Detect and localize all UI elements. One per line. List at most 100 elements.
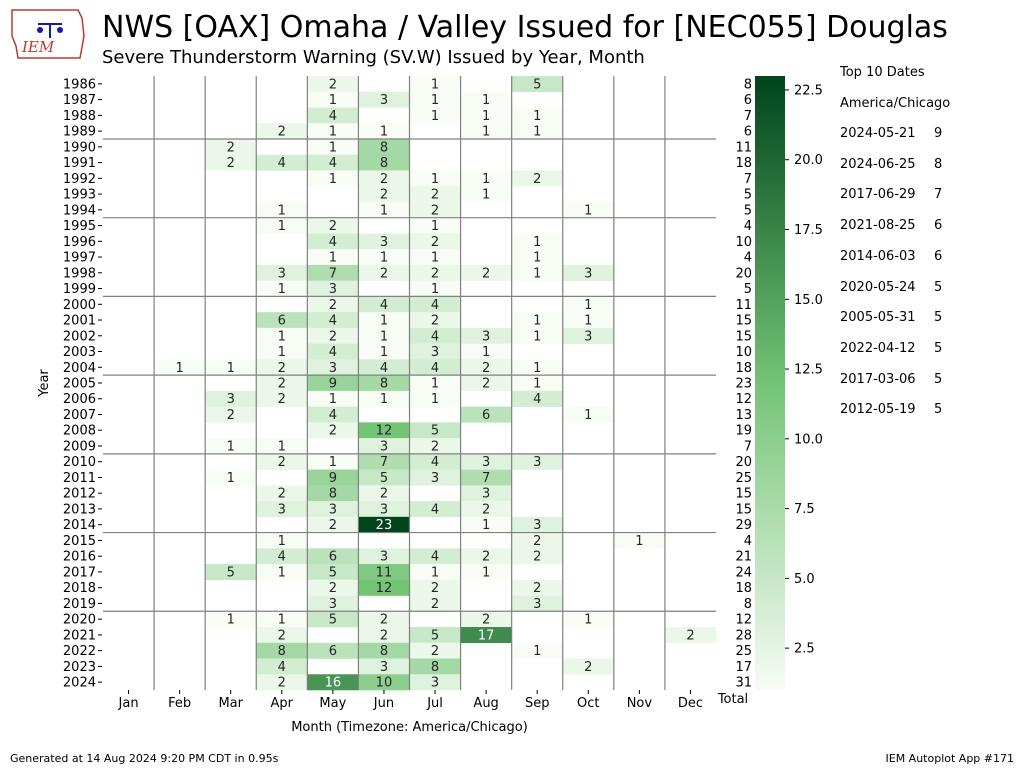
heatmap-cell [358,264,410,281]
cell-label: 4 [329,235,337,250]
heatmap-cell [511,516,564,533]
cell-label: 1 [380,314,388,329]
heatmap-cell [307,516,359,533]
heatmap-cell [562,312,615,329]
row-total-label: 23 [735,377,752,392]
cell-label: 1 [533,377,541,392]
row-total-label: 6 [744,125,752,140]
heatmap-cell [307,642,359,659]
heatmap-cell [409,469,461,486]
cell-label: 4 [380,361,388,376]
cell-label: 1 [380,203,388,218]
cell-label: 2 [380,613,388,628]
cell-label: 1 [278,329,286,344]
heatmap-cell [256,217,308,234]
heatmap-cell [307,280,359,297]
cell-label: 5 [533,77,541,92]
cell-label: 1 [482,188,490,203]
heatmap-cell [256,280,308,297]
heatmap-cell [511,532,564,549]
month-tick-label: Aug [473,696,498,711]
row-total-label: 20 [735,266,752,281]
cell-label: 3 [329,502,337,517]
heatmap-cell [358,186,410,203]
heatmap-cell [358,312,410,329]
heatmap-cell [460,611,512,628]
month-tick-label: Jul [426,696,443,711]
cell-label: 4 [329,109,337,124]
heatmap-cell [409,170,461,187]
heatmap-cell [511,264,564,281]
row-total-label: 25 [735,471,752,486]
year-tick-label: 2017 [63,565,96,580]
heatmap-cell [256,485,308,502]
heatmap-cell [256,532,308,549]
heatmap-cell [205,138,257,156]
heatmap-cell [358,390,410,407]
cell-label: 5 [329,565,337,580]
heatmap-cell [409,107,461,124]
heatmap-cell [409,91,461,108]
heatmap-cell [358,564,410,581]
heatmap-cell [307,264,359,281]
year-tick-label: 2003 [63,345,96,360]
cell-label: 3 [431,676,439,691]
cell-label: 2 [380,487,388,502]
cell-label: 1 [227,439,235,454]
year-tick-label: 1998 [63,266,96,281]
month-tick-label: Apr [271,696,294,711]
row-total-label: 12 [735,613,752,628]
year-tick-label: 1995 [63,219,96,234]
heatmap-cell [460,485,512,502]
heatmap-cell [358,138,410,156]
cell-label: 1 [329,125,337,140]
heatmap-cell [409,233,461,250]
row-total-label: 17 [735,660,752,675]
cell-label: 2 [329,424,337,439]
heatmap-cell [358,422,410,439]
cell-label: 3 [584,329,592,344]
row-total-label: 20 [735,455,752,470]
heatmap-cell [256,359,308,376]
heatmap-cell [256,123,308,140]
heatmap-cell [511,595,564,612]
cell-label: 4 [431,298,439,313]
cell-label: 3 [533,518,541,533]
cell-label: 1 [380,125,388,140]
heatmap-cell [562,658,615,675]
heatmap-cell [256,312,308,329]
cell-label: 1 [278,613,286,628]
cell-label: 1 [533,125,541,140]
cell-label: 1 [533,314,541,329]
year-tick-label: 2019 [63,597,96,612]
footer-app: IEM Autoplot App #171 [885,752,1015,765]
heatmap-cell [154,359,206,376]
heatmap-cell [256,674,308,691]
row-total-label: 5 [744,203,752,218]
month-tick-label: Nov [627,696,653,711]
heatmap-cell [511,123,564,140]
heatmap-cell [358,627,410,644]
heatmap-cell [256,343,308,360]
cell-label: 1 [380,251,388,266]
cell-label: 1 [227,613,235,628]
cell-label: 1 [278,534,286,549]
cell-label: 2 [533,581,541,596]
year-tick-label: 1986 [63,77,96,92]
row-total-label: 15 [735,329,752,344]
top-date-count-6: 5 [934,279,943,295]
colorbar-tick-label: 7.5 [794,502,815,517]
heatmap-cell [358,453,410,470]
heatmap-cell [358,611,410,628]
heatmap-cell [460,359,512,376]
top-date-count-10: 5 [934,402,943,418]
heatmap-cell [460,516,512,533]
heatmap-cell [460,107,512,124]
cell-label: 1 [175,361,183,376]
cell-label: 2 [431,597,439,612]
heatmap-cell [409,548,461,565]
heatmap-cell [205,406,257,423]
heatmap-cell [460,186,512,203]
cell-label: 4 [533,392,541,407]
heatmap-cell [358,548,410,565]
